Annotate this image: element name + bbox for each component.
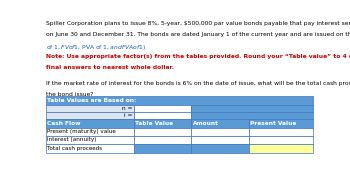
Bar [191,105,313,112]
Text: Note: Use appropriate factor(s) from the tables provided. Round your “Table valu: Note: Use appropriate factor(s) from the… [46,54,350,59]
Bar [46,144,134,153]
Text: Table Values are Based on:: Table Values are Based on: [47,98,136,103]
Text: Interest (annuity): Interest (annuity) [47,137,96,142]
Bar [191,119,249,128]
Text: final answers to nearest whole dollar.: final answers to nearest whole dollar. [46,65,174,70]
Text: i =: i = [124,113,133,118]
Bar [134,144,191,153]
Bar [191,112,313,119]
Bar [134,105,191,112]
Text: Amount: Amount [193,121,218,126]
Bar [191,128,249,136]
Text: Total cash proceeds: Total cash proceeds [47,146,102,151]
Bar [134,112,191,119]
Text: of $1, FV of $1, PVA of $1, and FVA of $1): of $1, FV of $1, PVA of $1, and FVA of $… [46,43,146,52]
Bar [249,128,313,136]
Bar [46,119,134,128]
Text: If the market rate of interest for the bonds is 6% on the date of issue, what wi: If the market rate of interest for the b… [46,81,350,86]
Bar [191,136,249,144]
Bar [134,119,191,128]
Text: Present Value: Present Value [250,121,296,126]
Bar [249,144,313,153]
Text: Spiller Corporation plans to issue 8%, 5-year, $500,000 par value bonds payable : Spiller Corporation plans to issue 8%, 5… [46,21,350,26]
Bar [249,136,313,144]
Bar [46,112,134,119]
Bar [46,136,134,144]
Text: the bond issue?: the bond issue? [46,92,93,97]
Bar [46,96,313,105]
Text: Cash Flow: Cash Flow [47,121,80,126]
Bar [46,128,134,136]
Text: Table Value: Table Value [135,121,173,126]
Bar [191,144,249,153]
Text: Present (maturity) value: Present (maturity) value [47,129,116,134]
Bar [134,128,191,136]
Text: on June 30 and December 31. The bonds are dated January 1 of the current year an: on June 30 and December 31. The bonds ar… [46,32,350,37]
Bar [249,119,313,128]
Text: n =: n = [122,106,133,111]
Bar [134,136,191,144]
Bar [46,105,134,112]
